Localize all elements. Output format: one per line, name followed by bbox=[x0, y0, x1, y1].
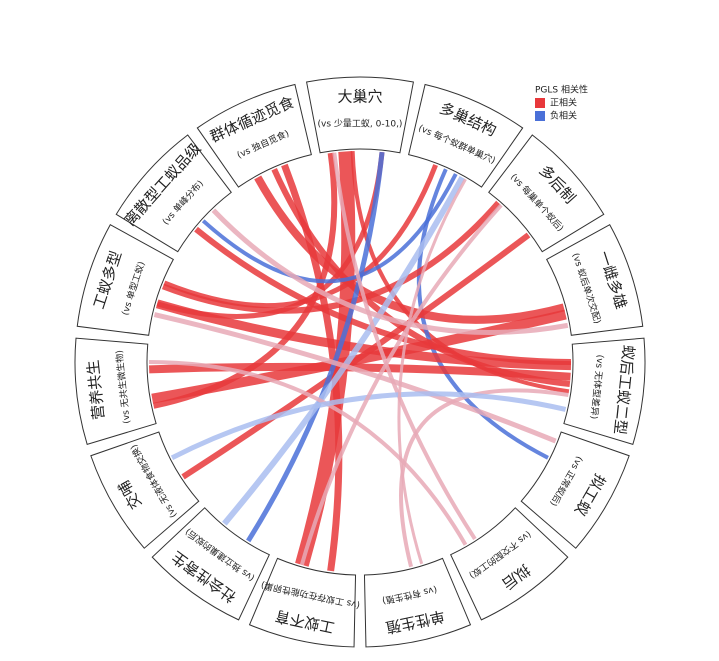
legend-label: 负相关 bbox=[550, 110, 577, 122]
segment bbox=[74, 337, 157, 445]
segment bbox=[408, 83, 524, 188]
chord bbox=[299, 203, 503, 566]
chord bbox=[332, 152, 477, 541]
segment bbox=[450, 507, 569, 621]
chord bbox=[148, 360, 468, 546]
segment bbox=[545, 224, 644, 336]
segment bbox=[520, 431, 630, 549]
chord bbox=[222, 176, 465, 526]
segment bbox=[488, 134, 605, 253]
segment bbox=[90, 431, 200, 549]
chord bbox=[246, 151, 385, 543]
segment bbox=[363, 557, 472, 648]
chord bbox=[399, 388, 569, 568]
chord bbox=[148, 362, 571, 381]
segment bbox=[563, 337, 646, 445]
segment bbox=[115, 134, 232, 253]
legend-label: 正相关 bbox=[550, 97, 577, 109]
segment bbox=[248, 557, 357, 648]
node-label: 大巢穴 bbox=[337, 88, 382, 106]
segment bbox=[306, 76, 414, 154]
chord bbox=[153, 312, 557, 444]
ring: 大巢穴(vs 少量工蚁, 0-10,) 多巢结构(vs 每个蚁群单巢穴)多后制(v… bbox=[74, 76, 646, 648]
node-sublabel: (vs 少量工蚁, 0-10,) bbox=[318, 119, 403, 130]
chord bbox=[163, 164, 438, 309]
segment bbox=[76, 224, 175, 336]
chord bbox=[155, 299, 572, 371]
segment bbox=[196, 83, 312, 188]
legend-swatch bbox=[535, 111, 545, 121]
chord bbox=[181, 232, 531, 480]
chords bbox=[148, 151, 572, 572]
legend-swatch bbox=[535, 98, 545, 108]
legend-title: PGLS 相关性 bbox=[535, 84, 588, 96]
chord bbox=[211, 208, 569, 335]
segment bbox=[151, 507, 270, 621]
chord bbox=[397, 178, 467, 565]
chord bbox=[170, 391, 567, 461]
chord bbox=[201, 173, 458, 284]
